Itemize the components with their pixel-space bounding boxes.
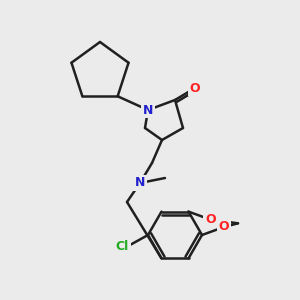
Text: O: O [219,220,229,233]
Text: Cl: Cl [116,241,129,254]
Text: O: O [190,82,200,94]
Text: N: N [135,176,145,190]
Text: O: O [205,213,216,226]
Text: N: N [143,103,153,116]
